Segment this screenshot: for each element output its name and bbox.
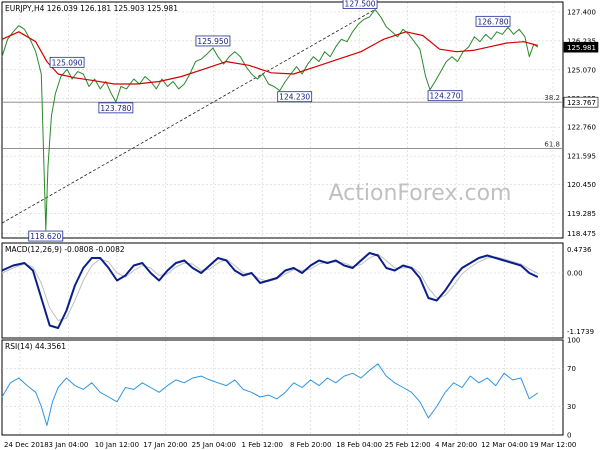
macd-y-tick-label: 0.00 — [567, 270, 583, 278]
rsi-y-tick-label: 100 — [567, 337, 580, 345]
swing-label-box — [342, 0, 378, 9]
swing-label: 126.780 — [478, 17, 509, 26]
moving-average-line — [1, 31, 538, 85]
x-tick-label: 19 Mar 12:00 — [530, 441, 577, 449]
x-tick-label: 4 Mar 20:00 — [435, 441, 477, 449]
x-tick-label: 1 Feb 12:00 — [242, 441, 283, 449]
price-marker: 123.767 — [563, 96, 599, 108]
price-marker-box — [563, 96, 599, 108]
swing-label: 127.500 — [345, 0, 376, 8]
macd-y-tick-label: 0.4736 — [567, 246, 592, 254]
y-tick-label: 125.070 — [567, 66, 596, 74]
swing-label: 125.090 — [52, 58, 83, 67]
rsi-y-tick-label: 0 — [567, 432, 571, 440]
fib-level-label: 61.8 — [544, 141, 560, 149]
macd-signal-line — [1, 253, 539, 321]
swing-label: 118.620 — [30, 232, 61, 241]
swing-label-box — [475, 15, 511, 27]
price-marker: 125.981 — [563, 41, 599, 53]
x-tick-label: 10 Jan 12:00 — [95, 441, 139, 449]
swing-label-box — [28, 230, 64, 242]
x-tick-label: 18 Feb 04:00 — [336, 441, 382, 449]
swing-label-box — [427, 90, 463, 102]
swing-label: 124.270 — [430, 92, 461, 101]
x-tick-label: 3 Jan 04:00 — [49, 441, 89, 449]
y-tick-label: 122.760 — [567, 124, 596, 132]
rsi-line — [1, 363, 539, 426]
swing-label: 123.780 — [100, 104, 131, 113]
price-marker-label: 123.767 — [567, 99, 596, 107]
macd-panel-title: MACD(12,26,9) -0.0808 -0.0082 — [5, 245, 125, 254]
swing-label: 125.950 — [197, 37, 228, 46]
swing-label-box — [98, 102, 134, 114]
y-tick-label: 119.285 — [567, 210, 596, 218]
price-series-line — [1, 9, 539, 231]
swing-label-box — [195, 35, 231, 47]
price-marker-box — [563, 41, 599, 53]
panel-frame — [1, 339, 564, 436]
x-tick-label: 24 Dec 2018 — [4, 441, 49, 449]
swing-label-box — [277, 91, 313, 103]
watermark: ActionForex.com — [329, 181, 512, 206]
x-tick-label: 8 Feb 20:00 — [290, 441, 331, 449]
price-panel-title: EURJPY,H4 126.039 126.181 125.903 125.98… — [5, 4, 178, 13]
y-tick-label: 121.595 — [567, 153, 596, 161]
price-marker-label: 125.981 — [567, 44, 596, 52]
panel-frame — [1, 242, 564, 339]
rsi-y-tick-label: 70 — [567, 365, 576, 373]
x-tick-label: 25 Feb 12:00 — [385, 441, 431, 449]
trendline — [1, 9, 376, 224]
panel-frame — [1, 1, 564, 239]
swing-label: 124.230 — [279, 93, 310, 102]
x-tick-label: 25 Jan 04:00 — [192, 441, 236, 449]
x-tick-label: 12 Mar 04:00 — [481, 441, 528, 449]
y-tick-label: 120.450 — [567, 181, 596, 189]
swing-label-box — [49, 56, 85, 68]
y-tick-label: 126.235 — [567, 37, 596, 45]
y-tick-label: 118.475 — [567, 230, 596, 238]
x-tick-label: 17 Jan 20:00 — [143, 441, 187, 449]
fib-level-label: 38.2 — [544, 94, 560, 102]
macd-y-tick-label: -1.1739 — [567, 328, 594, 336]
y-tick-label: 127.400 — [567, 8, 596, 16]
rsi-panel-title: RSI(14) 44.3561 — [5, 342, 66, 351]
rsi-y-tick-label: 30 — [567, 403, 576, 411]
macd-line — [1, 252, 539, 329]
